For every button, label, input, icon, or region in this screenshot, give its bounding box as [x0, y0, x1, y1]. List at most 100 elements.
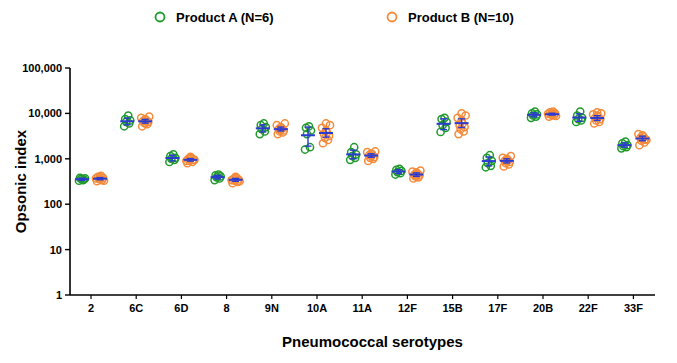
x-tick-label: 17F: [488, 302, 507, 314]
error-cap: [639, 140, 646, 141]
data-point: [548, 109, 555, 116]
data-point: [413, 172, 420, 179]
x-tick: [316, 295, 317, 299]
mean-line: [409, 174, 423, 176]
error-cap: [277, 126, 284, 127]
error-cap: [259, 131, 266, 132]
x-tick: [407, 295, 408, 299]
data-point: [96, 174, 103, 181]
error-bar: [409, 173, 423, 177]
mean-line: [590, 117, 604, 119]
error-cap: [169, 155, 176, 156]
series: [92, 108, 650, 187]
y-tick-label: 100: [44, 198, 62, 210]
error-cap: [323, 136, 330, 137]
mean-line: [617, 144, 631, 146]
data-point: [486, 152, 493, 159]
axes: 1101001,00010,000100,00026C6D89N10A11A12…: [22, 62, 655, 314]
error-cap: [503, 158, 510, 159]
error-bar: [572, 114, 586, 121]
x-tick: [90, 295, 91, 299]
error-bar: [165, 155, 179, 161]
error-cap: [413, 176, 420, 177]
mean-line: [346, 153, 360, 155]
data-point: [232, 175, 239, 182]
error-cap: [124, 117, 131, 118]
x-tick-label: 9N: [265, 302, 279, 314]
y-tick-label: 100,000: [22, 62, 62, 74]
error-bar: [527, 113, 541, 117]
y-tick: [65, 113, 70, 114]
error-cap: [594, 120, 601, 121]
mean-line: [527, 114, 541, 116]
x-tick-label: 2: [88, 302, 94, 314]
data-point: [260, 120, 267, 127]
data-point: [170, 151, 177, 158]
series: [75, 108, 631, 184]
y-tick: [65, 249, 70, 250]
chart: 1101001,00010,000100,00026C6D89N10A11A12…: [0, 0, 677, 363]
error-cap: [485, 156, 492, 157]
y-tick-label: 10: [50, 244, 62, 256]
x-tick: [271, 295, 272, 299]
y-tick-label: 1,000: [34, 153, 62, 165]
y-axis: [69, 68, 71, 295]
x-tick-label: 15B: [443, 302, 463, 314]
error-bar: [138, 119, 152, 123]
error-cap: [485, 165, 492, 166]
error-cap: [621, 142, 628, 143]
error-cap: [413, 172, 420, 173]
mean-line: [229, 179, 243, 181]
error-cap: [503, 162, 510, 163]
mean-line: [500, 160, 514, 162]
error-bar: [455, 119, 469, 128]
data-point: [458, 110, 465, 117]
x-tick-label: 12F: [398, 302, 417, 314]
error-bar: [93, 178, 107, 180]
data-point: [125, 112, 132, 119]
mean-line: [138, 120, 152, 122]
error-cap: [124, 124, 131, 125]
error-cap: [458, 127, 465, 128]
data-point: [318, 124, 325, 131]
error-cap: [576, 113, 583, 114]
error-cap: [458, 118, 465, 119]
error-cap: [531, 112, 538, 113]
x-tick-label: 33F: [624, 302, 643, 314]
error-cap: [142, 122, 149, 123]
x-tick: [181, 295, 182, 299]
error-bar: [437, 119, 451, 130]
error-bar: [500, 159, 514, 163]
y-tick: [65, 158, 70, 159]
error-cap: [368, 157, 375, 158]
x-tick: [542, 295, 543, 299]
mean-line: [364, 155, 378, 157]
error-cap: [214, 178, 221, 179]
error-bar: [211, 175, 225, 179]
data-point: [594, 109, 601, 116]
y-axis-title: Opsonic index: [12, 129, 29, 233]
x-tick-label: 10A: [307, 302, 327, 314]
error-bar: [75, 178, 89, 180]
data-point: [441, 114, 448, 121]
legend-label: Product B (N=10): [408, 10, 514, 25]
error-cap: [259, 124, 266, 125]
error-bar: [120, 118, 134, 125]
error-bar: [364, 154, 378, 158]
mean-line: [635, 137, 649, 139]
error-cap: [323, 128, 330, 129]
mean-line: [301, 134, 315, 136]
error-cap: [277, 130, 284, 131]
x-tick-label: 20B: [533, 302, 553, 314]
error-cap: [531, 116, 538, 117]
legend: Product A (N=6)Product B (N=10): [156, 10, 514, 25]
error-bar: [183, 159, 197, 161]
x-tick-label: 22F: [579, 302, 598, 314]
x-tick-label: 11A: [352, 302, 372, 314]
mean-line: [437, 123, 451, 125]
mean-line: [391, 171, 405, 173]
x-tick-label: 6C: [129, 302, 143, 314]
error-cap: [576, 121, 583, 122]
error-bar: [256, 125, 270, 132]
error-bar: [346, 150, 360, 159]
